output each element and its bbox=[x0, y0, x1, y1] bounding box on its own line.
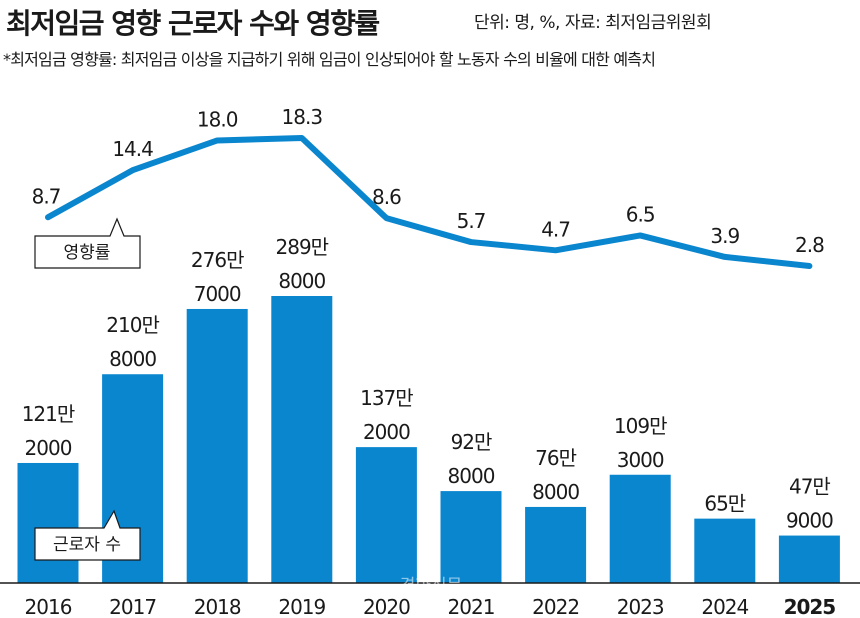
bar-label-2025-1: 47만 bbox=[789, 475, 830, 499]
rate-label-2016: 8.7 bbox=[32, 184, 61, 208]
rate-label-2017: 14.4 bbox=[112, 137, 153, 161]
rate-label-2023: 6.5 bbox=[626, 202, 655, 226]
rate-label-2024: 3.9 bbox=[710, 224, 739, 248]
bar-label-2023-2: 3000 bbox=[617, 448, 664, 472]
bar-label-2024-1: 65만 bbox=[704, 492, 745, 516]
x-tick-2024: 2024 bbox=[701, 595, 748, 618]
watermark: 경향신문 bbox=[400, 576, 463, 596]
rate-line-series bbox=[45, 135, 813, 269]
bar-label-2018-2: 7000 bbox=[194, 282, 241, 306]
bar-label-2016-1: 121만 bbox=[22, 402, 75, 426]
x-tick-2019: 2019 bbox=[278, 595, 325, 618]
chart-title: 최저임금 영향 근로자 수와 영향률 bbox=[6, 7, 380, 40]
bar-label-2020-2: 2000 bbox=[363, 420, 410, 444]
bar-label-2017-1: 210만 bbox=[106, 313, 159, 337]
bar-label-2022-2: 8000 bbox=[532, 480, 579, 504]
legend-workers-callout bbox=[34, 509, 141, 561]
x-tick-2023: 2023 bbox=[617, 595, 664, 618]
legend-workers-label: 근로자 수 bbox=[53, 535, 121, 555]
rate-label-2020: 8.6 bbox=[372, 185, 401, 209]
bar-label-2019-1: 289만 bbox=[276, 235, 329, 259]
bar-label-2020-1: 137만 bbox=[360, 386, 413, 410]
bar-label-2019-2: 8000 bbox=[278, 269, 325, 293]
bar-label-2018-1: 276만 bbox=[191, 248, 244, 272]
x-tick-2021: 2021 bbox=[448, 595, 495, 618]
x-tick-2022: 2022 bbox=[532, 595, 579, 618]
bar-label-2021-2: 8000 bbox=[448, 464, 495, 488]
bar-label-2023-1: 109만 bbox=[614, 414, 667, 438]
rate-label-2022: 4.7 bbox=[541, 217, 570, 241]
bar-label-2021-1: 92만 bbox=[451, 430, 492, 454]
x-tick-2017: 2017 bbox=[109, 595, 156, 618]
bar-2019 bbox=[271, 296, 333, 583]
bar-label-2025-2: 9000 bbox=[786, 509, 833, 533]
bar-2023 bbox=[609, 474, 671, 583]
bar-2016 bbox=[17, 462, 79, 583]
x-axis-tick-labels: 2016 2017 2018 2019 2020 2021 2022 2023 2024 2025 bbox=[25, 595, 837, 618]
unit-source-note: 단위: 명, %, 자료: 최저임금위원회 bbox=[474, 13, 712, 33]
rate-label-2018: 18.0 bbox=[197, 107, 238, 131]
x-tick-2020: 2020 bbox=[363, 595, 410, 618]
footnote: *최저임금 영향률: 최저임금 이상을 지급하기 위해 임금이 인상되어야 할 … bbox=[3, 50, 656, 69]
rate-value-labels: 8.7 14.4 18.0 18.3 8.6 5.7 4.7 6.5 3.9 2.8 bbox=[32, 105, 825, 257]
x-tick-2025: 2025 bbox=[784, 595, 836, 618]
x-tick-2016: 2016 bbox=[25, 595, 72, 618]
bar-label-2016-2: 2000 bbox=[25, 436, 72, 460]
rate-line bbox=[45, 135, 813, 269]
legend-workers: 근로자 수 bbox=[34, 509, 141, 561]
x-tick-2018: 2018 bbox=[194, 595, 241, 618]
bar-series bbox=[17, 296, 840, 583]
rate-label-2019: 18.3 bbox=[282, 105, 323, 129]
bar-2022 bbox=[525, 506, 587, 583]
bar-2021 bbox=[440, 491, 502, 583]
rate-label-2021: 5.7 bbox=[457, 209, 486, 233]
bar-label-2017-2: 8000 bbox=[109, 347, 156, 371]
bar-2025 bbox=[778, 535, 840, 583]
rate-label-2025: 2.8 bbox=[795, 233, 824, 257]
legend-rate-callout bbox=[34, 217, 141, 269]
bar-label-2022-1: 76만 bbox=[535, 446, 576, 470]
bar-value-labels: 121만 2000 210만 8000 276만 7000 289만 8000 137만 2000… bbox=[22, 235, 834, 533]
bar-2020 bbox=[355, 447, 417, 583]
legend-rate: 영향률 bbox=[34, 217, 141, 269]
bar-2024 bbox=[694, 518, 756, 583]
bar-2018 bbox=[186, 308, 248, 583]
legend-rate-label: 영향률 bbox=[64, 243, 111, 263]
